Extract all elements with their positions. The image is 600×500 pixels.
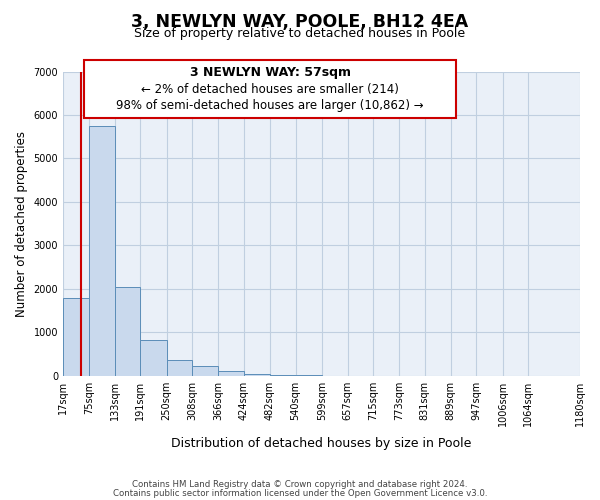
X-axis label: Distribution of detached houses by size in Poole: Distribution of detached houses by size … — [172, 437, 472, 450]
Y-axis label: Number of detached properties: Number of detached properties — [15, 130, 28, 316]
Bar — [167, 360, 193, 376]
Text: Contains HM Land Registry data © Crown copyright and database right 2024.: Contains HM Land Registry data © Crown c… — [132, 480, 468, 489]
Text: 3, NEWLYN WAY, POOLE, BH12 4EA: 3, NEWLYN WAY, POOLE, BH12 4EA — [131, 12, 469, 30]
Bar — [115, 286, 140, 376]
Text: ← 2% of detached houses are smaller (214): ← 2% of detached houses are smaller (214… — [141, 82, 399, 96]
Bar — [218, 371, 244, 376]
Text: 98% of semi-detached houses are larger (10,862) →: 98% of semi-detached houses are larger (… — [116, 99, 424, 112]
Text: Size of property relative to detached houses in Poole: Size of property relative to detached ho… — [134, 28, 466, 40]
Bar — [89, 126, 115, 376]
Text: 3 NEWLYN WAY: 57sqm: 3 NEWLYN WAY: 57sqm — [190, 66, 350, 79]
Text: Contains public sector information licensed under the Open Government Licence v3: Contains public sector information licen… — [113, 488, 487, 498]
Bar — [244, 374, 270, 376]
Bar — [140, 340, 167, 376]
Bar — [270, 375, 296, 376]
Bar — [63, 298, 89, 376]
Bar — [193, 366, 218, 376]
